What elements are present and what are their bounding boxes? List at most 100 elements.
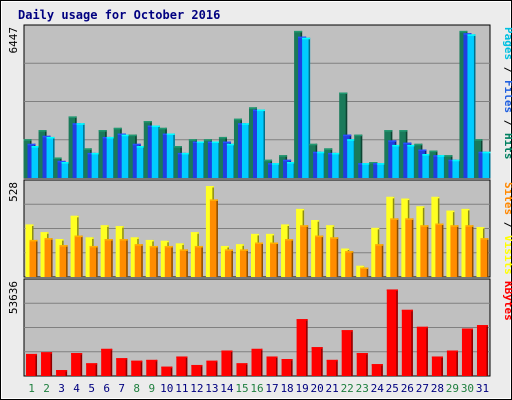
bar-top-pages-day-11 [181, 152, 190, 178]
bar-top-hits-day-7-highlight [113, 127, 122, 130]
x-tick-label-day-2: 2 [43, 382, 50, 395]
bar-middle-sites-day-5-shade [96, 245, 98, 277]
bar-middle-visits-day-12-highlight [190, 232, 199, 234]
bar-top-hits-day-16-highlight [249, 107, 257, 109]
bar-top-pages-day-1-highlight [31, 146, 40, 148]
bar-top-pages-day-6-highlight [106, 136, 115, 139]
x-tick-label-day-3: 3 [58, 382, 65, 395]
x-tick-label-day-5: 5 [88, 382, 95, 395]
bar-top-hits-day-9-highlight [143, 120, 152, 123]
bar-middle-visits-day-3-highlight [55, 239, 64, 241]
bar-middle-sites-day-31 [480, 238, 489, 277]
bar-top-pages-day-11-highlight [181, 152, 190, 155]
bar-middle-sites-day-25 [390, 218, 399, 277]
bar-bottom-kbytes-day-27-shade [426, 326, 428, 376]
bar-middle-sites-day-12 [194, 245, 203, 277]
bar-bottom-kbytes-day-21-highlight [326, 359, 338, 362]
bar-bottom-kbytes-day-4-shade [80, 353, 83, 376]
bar-middle-sites-day-7-highlight [119, 239, 128, 241]
bar-bottom-kbytes-day-23-shade [366, 353, 368, 376]
bar-middle-sites-day-10 [164, 245, 173, 277]
bar-top-pages-day-3-highlight [61, 162, 70, 164]
bar-middle-sites-day-12-highlight [194, 245, 203, 248]
x-tick-label-day-26: 26 [401, 382, 414, 395]
bar-middle-visits-day-25-highlight [386, 196, 395, 199]
bar-top-pages-day-30 [467, 34, 476, 178]
bar-middle-visits-day-19-highlight [296, 208, 305, 211]
bar-middle-sites-day-11-shade [186, 249, 188, 277]
x-tick-label-day-6: 6 [103, 382, 110, 395]
bar-middle-sites-day-8-shade [141, 244, 143, 277]
bar-top-pages-day-23-highlight [362, 163, 371, 165]
bar-middle-visits-day-29-highlight [446, 210, 455, 213]
bar-bottom-kbytes-day-31-shade [486, 325, 488, 376]
bar-bottom-kbytes-day-24 [371, 364, 383, 376]
bar-top-pages-day-10 [166, 133, 175, 178]
bar-middle-visits-day-15-highlight [235, 244, 244, 246]
bar-bottom-kbytes-day-25-shade [396, 289, 398, 376]
bar-top-pages-day-9-highlight [151, 125, 160, 128]
bar-bottom-kbytes-day-27 [416, 326, 428, 376]
bar-bottom-kbytes-day-16-highlight [251, 348, 263, 351]
bar-bottom-kbytes-day-12-shade [200, 364, 203, 376]
bar-middle-visits-day-20-highlight [311, 220, 320, 222]
bar-middle-sites-day-27 [420, 225, 429, 277]
bar-middle-sites-day-14-highlight [224, 249, 233, 251]
bar-top-files-day-1-highlight [27, 143, 36, 146]
bar-middle-sites-day-13 [209, 199, 218, 277]
bar-middle-sites-day-8 [134, 244, 143, 277]
bar-middle-sites-day-9-highlight [149, 245, 158, 248]
x-tick-label-day-23: 23 [356, 382, 369, 395]
bar-top-pages-day-29 [452, 159, 461, 178]
bar-middle-sites-day-20-shade [321, 235, 324, 277]
bar-middle-visits-day-16-highlight [251, 233, 259, 236]
bar-top-pages-day-20 [317, 151, 326, 178]
bar-bottom-kbytes-day-4 [71, 353, 83, 376]
bar-middle-sites-day-22-shade [351, 251, 354, 277]
bar-middle-sites-day-10-shade [171, 245, 173, 277]
bar-bottom-kbytes-day-19-highlight [296, 319, 308, 321]
bar-middle-visits-day-11-highlight [175, 243, 184, 245]
bar-middle-sites-day-2 [44, 238, 53, 277]
bar-bottom-kbytes-day-22-highlight [341, 330, 353, 332]
bar-middle-sites-day-24-shade [381, 244, 384, 277]
panel-top-label-part: / [502, 113, 512, 133]
bar-bottom-kbytes-day-10-shade [170, 366, 173, 376]
panel-bottom-label-part: KBytes [502, 281, 512, 321]
bar-middle-sites-day-10-highlight [164, 245, 173, 248]
bar-bottom-kbytes-day-9-highlight [146, 359, 158, 362]
bar-top-pages-day-31 [482, 151, 491, 178]
bar-middle-visits-day-14-highlight [220, 245, 229, 248]
bar-middle-visits-day-13-highlight [205, 186, 214, 188]
bar-bottom-kbytes-day-28-highlight [431, 356, 443, 358]
bar-top-hits-day-18-highlight [279, 155, 288, 157]
panel-top-series-label: Pages / Files / Hits [502, 27, 512, 160]
bar-top-files-day-27-highlight [418, 149, 427, 151]
bar-bottom-kbytes-day-5-shade [95, 363, 98, 376]
bar-bottom-kbytes-day-20-highlight [311, 347, 323, 349]
bar-middle-sites-day-1-shade [36, 239, 38, 277]
bar-top-pages-day-19 [302, 37, 311, 178]
bar-top-pages-day-7 [121, 134, 130, 178]
x-tick-label-day-17: 17 [265, 382, 278, 395]
bar-top-pages-day-19-highlight [302, 37, 311, 40]
bar-bottom-kbytes-day-21 [326, 359, 338, 376]
bar-middle-sites-day-15 [239, 249, 248, 277]
bar-middle-sites-day-1-highlight [29, 239, 38, 242]
bar-top-pages-day-8 [136, 146, 145, 178]
x-tick-label-day-18: 18 [280, 382, 293, 395]
bar-top-files-day-14-highlight [222, 141, 231, 144]
bar-bottom-kbytes-day-22-shade [351, 330, 353, 376]
bar-top-pages-day-2-highlight [46, 136, 55, 139]
bar-middle-sites-day-16-shade [261, 242, 263, 277]
bar-top-hits-day-13-highlight [203, 139, 212, 141]
bar-top-pages-day-30-highlight [467, 34, 476, 36]
x-tick-label-day-25: 25 [386, 382, 399, 395]
bar-top-pages-day-26 [407, 144, 416, 178]
bar-middle-sites-day-19 [300, 225, 309, 277]
bar-middle-sites-day-13-highlight [209, 199, 218, 201]
bar-bottom-kbytes-day-13-highlight [206, 360, 218, 363]
bar-bottom-kbytes-day-9-shade [155, 359, 158, 376]
bar-middle-sites-day-27-shade [426, 225, 429, 277]
panel-top-ymax-label: 6447 [7, 27, 20, 54]
